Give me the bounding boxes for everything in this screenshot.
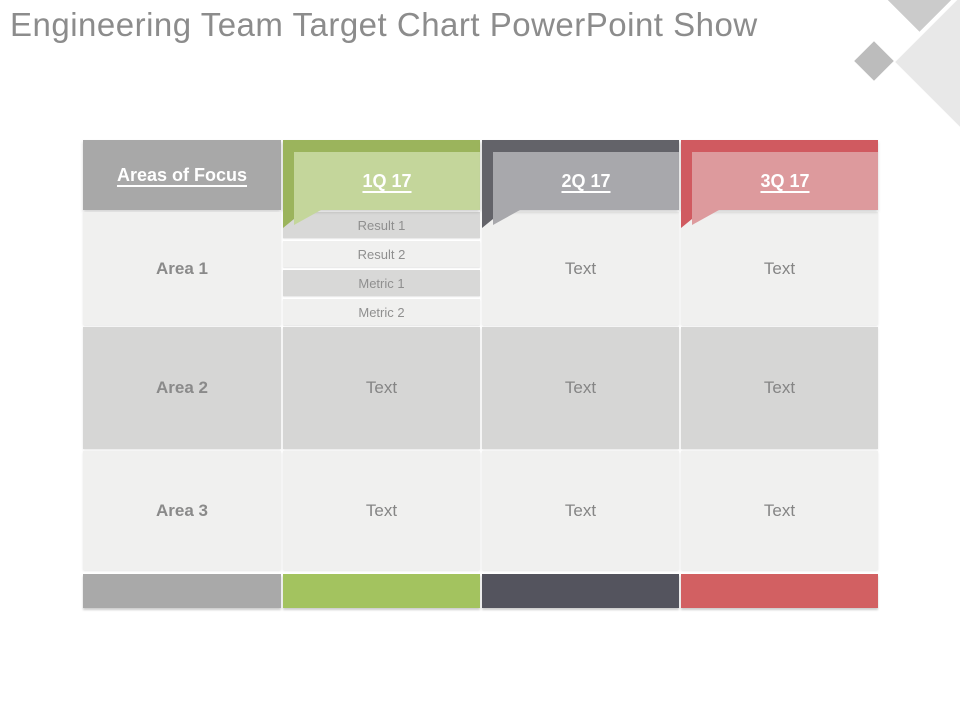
cell-area1-2q17: Text xyxy=(482,212,679,325)
quarter-header-1q17: 1Q 17 xyxy=(283,140,480,228)
quarter-header-3q17: 3Q 17 xyxy=(681,140,878,228)
quarter-header-back-tab xyxy=(681,210,692,228)
quarter-label-3q17: 3Q 17 xyxy=(760,170,810,191)
quarter-header-front-panel xyxy=(692,152,878,210)
diamond-decoration-small-icon xyxy=(854,41,894,81)
cell-area1-3q17: Text xyxy=(681,212,878,325)
quarter-header-front-panel xyxy=(493,152,679,210)
footer-bar-1q17 xyxy=(283,574,480,608)
quarter-label-2q17: 2Q 17 xyxy=(561,170,611,191)
quarter-header-back-tab xyxy=(482,210,493,228)
cell-area2-2q17: Text xyxy=(482,327,679,449)
quarter-header-2q17: 2Q 17 xyxy=(482,140,679,228)
cell-area3-2q17: Text xyxy=(482,451,679,570)
quarter-label-1q17: 1Q 17 xyxy=(362,170,412,191)
subrow-result-1: Result 1 xyxy=(283,212,480,238)
subrow-metric-2: Metric 2 xyxy=(283,299,480,325)
footer-bar-label-column xyxy=(83,574,281,608)
slide-title: Engineering Team Target Chart PowerPoint… xyxy=(10,6,758,43)
cell-area2-1q17: Text xyxy=(283,327,480,449)
footer-bar-3q17 xyxy=(681,574,878,608)
row-label-area-1: Area 1 xyxy=(83,212,281,325)
areas-of-focus-label: Areas of Focus xyxy=(116,164,248,185)
cell-area2-3q17: Text xyxy=(681,327,878,449)
cell-area3-3q17: Text xyxy=(681,451,878,570)
quarter-header-front-panel xyxy=(294,152,480,210)
subrow-metric-1: Metric 1 xyxy=(283,270,480,296)
row-label-area-2: Area 2 xyxy=(83,327,281,449)
table-header-areas-of-focus: Areas of Focus xyxy=(83,140,281,210)
quarter-header-back-tab xyxy=(283,210,294,228)
footer-bar-2q17 xyxy=(482,574,679,608)
row-label-area-3: Area 3 xyxy=(83,451,281,570)
subrow-result-2: Result 2 xyxy=(283,241,480,267)
cell-area3-1q17: Text xyxy=(283,451,480,570)
